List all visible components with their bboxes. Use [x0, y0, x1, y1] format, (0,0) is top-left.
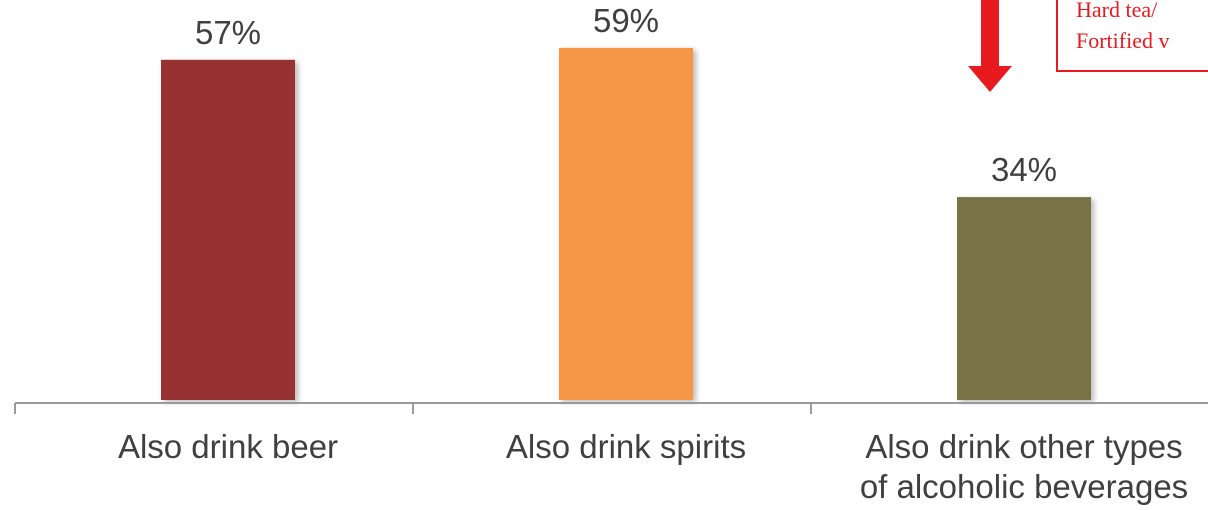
labels-group: 57% Also drink beer 59% Also drink spirits 3…	[118, 2, 1188, 505]
category-label-3: Also drink other types	[865, 428, 1182, 465]
value-label-1: 57%	[195, 14, 261, 51]
category-label-3: of alcoholic beverages	[860, 468, 1188, 505]
callout-arrow	[968, 0, 1012, 92]
bar-3	[957, 197, 1091, 400]
callout-line-1: Hard tea/	[1076, 0, 1158, 22]
x-axis	[14, 402, 1208, 414]
down-arrow-icon	[968, 0, 1012, 92]
callout-line-2: Fortified v	[1076, 28, 1170, 53]
bar-2	[559, 47, 693, 400]
category-label-1: Also drink beer	[118, 428, 338, 465]
value-label-3: 34%	[991, 151, 1057, 188]
bars-group	[161, 47, 1091, 400]
bar-1	[161, 59, 295, 400]
callout-box: Hard tea/ Fortified v	[1056, 0, 1208, 72]
category-label-2: Also drink spirits	[506, 428, 746, 465]
value-label-2: 59%	[593, 2, 659, 39]
